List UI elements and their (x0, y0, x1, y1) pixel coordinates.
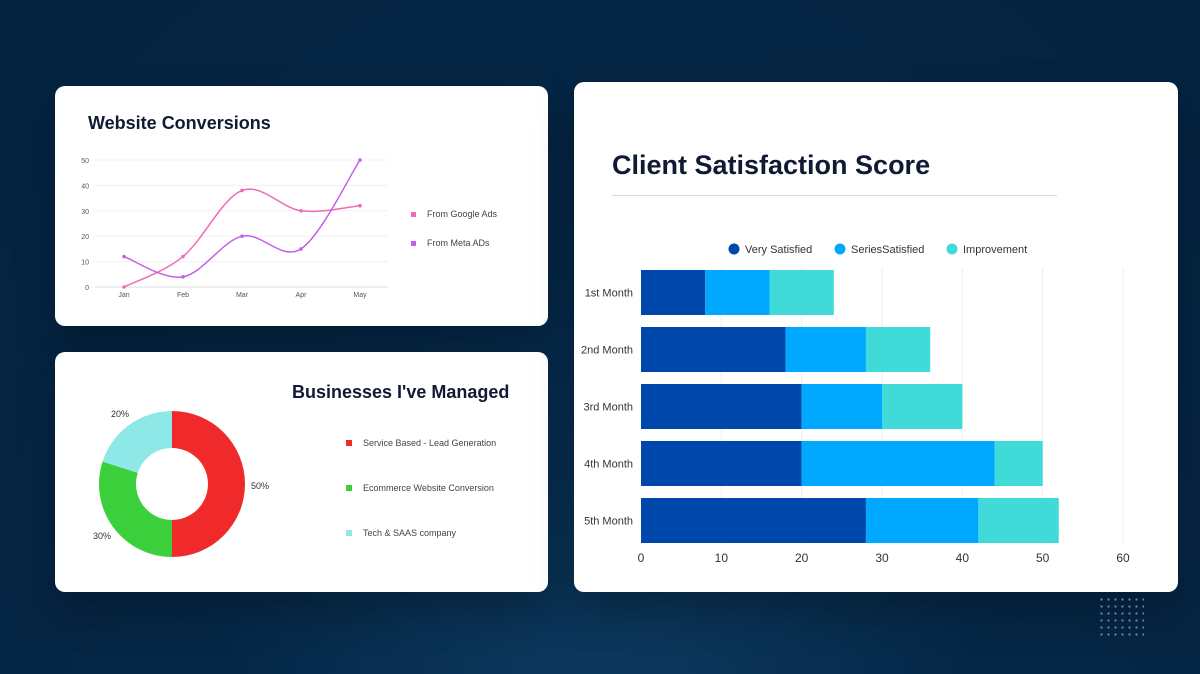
bar-segment (769, 270, 834, 315)
y-category-label: 3rd Month (583, 402, 633, 414)
data-point (358, 203, 362, 208)
legend-label: Very Satisfied (745, 244, 812, 256)
y-category-label: 2nd Month (581, 345, 633, 357)
legend-label: From Google Ads (427, 209, 498, 219)
bar-segment (994, 441, 1043, 486)
bar-segment (865, 327, 931, 372)
data-point (358, 158, 362, 162)
data-point (240, 188, 244, 193)
legend-swatch (411, 241, 416, 246)
x-tick-label: 20 (795, 551, 809, 565)
slice-percent-label: 50% (251, 481, 269, 491)
legend-swatch (346, 485, 352, 491)
bar-segment (641, 441, 802, 486)
y-tick-label: 30 (81, 209, 89, 216)
x-tick-label: 60 (1116, 551, 1130, 565)
y-category-label: 1st Month (585, 288, 633, 300)
legend-label: Service Based - Lead Generation (363, 438, 496, 448)
bar-segment (882, 384, 963, 429)
series-line (123, 188, 361, 288)
x-tick-label: May (353, 292, 367, 299)
data-point (299, 209, 303, 213)
bar-segment (865, 498, 979, 543)
x-tick-label: Jan (118, 292, 129, 299)
x-tick-label: 40 (956, 551, 970, 565)
legend-label: Tech & SAAS company (363, 528, 457, 538)
bar-segment (641, 498, 866, 543)
legend-label: From Meta ADs (427, 238, 490, 248)
bar-segment (801, 441, 995, 486)
donut-slice (98, 461, 172, 557)
slice-percent-label: 20% (111, 409, 129, 419)
data-point (299, 247, 303, 251)
data-point (181, 254, 185, 259)
x-tick-label: Apr (296, 292, 308, 299)
website-conversions-title: Website Conversions (88, 113, 271, 133)
legend-swatch (411, 212, 416, 217)
x-tick-label: Mar (236, 292, 249, 299)
bar-segment (641, 384, 802, 429)
data-point (181, 275, 185, 279)
x-tick-label: 10 (715, 551, 729, 565)
legend-label: SeriesSatisfied (851, 244, 924, 256)
data-point (240, 234, 244, 238)
title-divider (612, 195, 1057, 196)
y-category-label: 4th Month (584, 459, 633, 471)
bar-segment (785, 327, 866, 372)
legend-marker (946, 243, 958, 255)
legend-swatch (346, 530, 352, 536)
line-chart: 0 10 20 30 40 50 Jan Feb Mar Apr May From Google Ad… (81, 158, 498, 299)
slice-percent-label: 30% (93, 531, 111, 541)
decorative-dot-grid (1098, 596, 1144, 640)
y-category-label: 5th Month (584, 516, 633, 528)
x-tick-label: 30 (875, 551, 889, 565)
stacked-bar-chart: 0 10 20 30 40 50 60 1st Month 2nd Month 3rd Month… (581, 243, 1130, 565)
legend-label: Improvement (963, 244, 1027, 256)
series-line (123, 159, 361, 278)
bar-segment (641, 270, 706, 315)
y-tick-label: 0 (85, 285, 89, 292)
legend-label: Ecommerce Website Conversion (363, 483, 494, 493)
donut-slice (102, 411, 172, 473)
website-conversions-card: Website Conversions 0 10 20 30 40 50 Jan Feb Mar… (55, 86, 548, 326)
x-tick-label: Feb (177, 292, 189, 299)
bar-segment (978, 498, 1059, 543)
donut-chart: 50% Service Based - Lead Generation 30% Eco… (93, 409, 496, 557)
legend-swatch (346, 440, 352, 446)
businesses-title: Businesses I've Managed (292, 382, 510, 402)
legend-marker (834, 243, 846, 255)
y-tick-label: 10 (81, 260, 89, 267)
y-tick-label: 40 (81, 183, 89, 190)
client-satisfaction-title: Client Satisfaction Score (612, 150, 931, 180)
businesses-card: Businesses I've Managed 50% Service Based… (55, 352, 548, 592)
y-tick-label: 50 (81, 158, 89, 165)
client-satisfaction-card: Client Satisfaction Score 0 10 20 30 40 50 60 1… (574, 82, 1178, 592)
x-tick-label: 50 (1036, 551, 1050, 565)
data-point (122, 254, 126, 259)
x-tick-label: 0 (638, 551, 645, 565)
bar-segment (705, 270, 770, 315)
legend-marker (728, 243, 740, 255)
bar-segment (801, 384, 882, 429)
y-tick-label: 20 (81, 234, 89, 241)
donut-slice (172, 411, 245, 557)
data-point (122, 285, 126, 289)
bar-segment (641, 327, 786, 372)
